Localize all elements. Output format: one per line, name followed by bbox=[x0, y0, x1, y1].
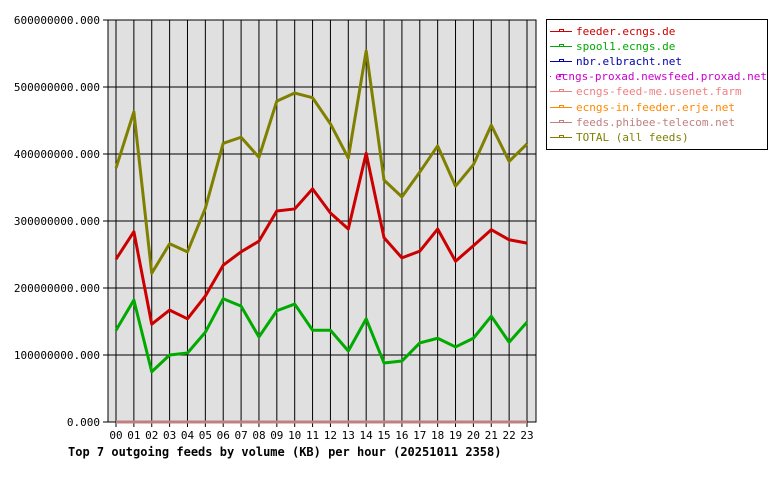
x-tick-label: 07 bbox=[234, 429, 247, 442]
legend-label: TOTAL (all feeds) bbox=[576, 130, 689, 144]
x-tick-label: 04 bbox=[181, 429, 195, 442]
x-tick-label: 14 bbox=[360, 429, 374, 442]
y-tick-label: 300000000.000 bbox=[14, 215, 100, 228]
chart-title: Top 7 outgoing feeds by volume (KB) per … bbox=[68, 445, 502, 459]
y-tick-label: 400000000.000 bbox=[14, 148, 100, 161]
series-line bbox=[114, 297, 529, 374]
legend-item: ecngs-feed-me.usenet.farm bbox=[547, 84, 767, 99]
x-tick-label: 05 bbox=[199, 429, 212, 442]
legend-label: ecngs-feed-me.usenet.farm bbox=[576, 85, 742, 99]
x-tick-label: 19 bbox=[449, 429, 462, 442]
legend-line-marker-icon bbox=[550, 117, 572, 128]
x-tick-label: 01 bbox=[127, 429, 140, 442]
legend-line-marker-icon bbox=[550, 56, 572, 67]
x-tick-label: 08 bbox=[252, 429, 265, 442]
y-tick-label: 200000000.000 bbox=[14, 282, 100, 295]
legend-item: feeder.ecngs.de bbox=[547, 24, 767, 39]
legend-label: feeder.ecngs.de bbox=[576, 25, 676, 39]
legend-line-marker-icon bbox=[550, 26, 572, 37]
x-tick-label: 02 bbox=[145, 429, 158, 442]
legend-line-marker-icon bbox=[550, 102, 572, 113]
x-tick-label: 03 bbox=[163, 429, 176, 442]
legend-item: nbr.elbracht.net bbox=[547, 54, 767, 69]
legend-label: nbr.elbracht.net bbox=[576, 55, 682, 69]
legend-item: ecngs-in.feeder.erje.net bbox=[547, 99, 767, 114]
x-tick-label: 18 bbox=[431, 429, 444, 442]
legend-item: feeds.phibee-telecom.net bbox=[547, 115, 767, 130]
series-line bbox=[114, 49, 529, 275]
x-tick-label: 06 bbox=[217, 429, 230, 442]
legend-label: ecngs-in.feeder.erje.net bbox=[576, 100, 735, 114]
legend-line-marker-icon bbox=[550, 41, 572, 52]
x-tick-label: 09 bbox=[270, 429, 283, 442]
legend-label: spool1.ecngs.de bbox=[576, 40, 676, 54]
x-tick-label: 22 bbox=[503, 429, 516, 442]
legend-line-marker-icon bbox=[550, 71, 566, 82]
x-tick-label: 12 bbox=[324, 429, 337, 442]
legend-line-marker-icon bbox=[550, 132, 572, 143]
x-tick-label: 13 bbox=[342, 429, 355, 442]
x-tick-label: 17 bbox=[413, 429, 426, 442]
x-tick-label: 15 bbox=[377, 429, 390, 442]
legend-label: ecngs-proxad.newsfeed.proxad.net bbox=[555, 70, 767, 84]
y-tick-label: 100000000.000 bbox=[14, 349, 100, 362]
legend-item: TOTAL (all feeds) bbox=[547, 130, 767, 145]
y-tick-label: 0.000 bbox=[67, 416, 100, 429]
legend-label: feeds.phibee-telecom.net bbox=[576, 115, 735, 129]
legend-item: spool1.ecngs.de bbox=[547, 39, 767, 54]
y-tick-label: 500000000.000 bbox=[14, 81, 100, 94]
y-tick-label: 600000000.000 bbox=[14, 14, 100, 27]
x-tick-label: 20 bbox=[467, 429, 480, 442]
x-tick-label: 00 bbox=[109, 429, 122, 442]
x-tick-label: 23 bbox=[520, 429, 533, 442]
x-tick-label: 10 bbox=[288, 429, 301, 442]
legend-item: ecngs-proxad.newsfeed.proxad.net bbox=[547, 69, 767, 84]
legend-line-marker-icon bbox=[550, 86, 572, 97]
legend: feeder.ecngs.de spool1.ecngs.de nbr.elbrac… bbox=[546, 19, 768, 150]
x-tick-label: 11 bbox=[306, 429, 319, 442]
series-line bbox=[114, 151, 528, 326]
x-tick-label: 16 bbox=[395, 429, 408, 442]
x-tick-label: 21 bbox=[485, 429, 498, 442]
